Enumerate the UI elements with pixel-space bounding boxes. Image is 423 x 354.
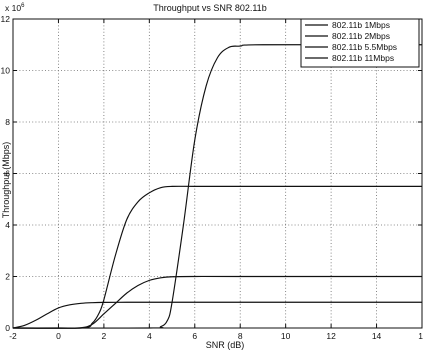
y-tick-label: 6 [5, 169, 10, 179]
x-tick-label: 1 [418, 331, 423, 341]
series-line-802-11b-11mbps [12, 44, 423, 329]
x-tick-label: 12 [326, 331, 336, 341]
x-tick-label: 0 [56, 331, 61, 341]
x-tick-label: -2 [9, 331, 17, 341]
y-tick-label: 0 [5, 323, 10, 333]
legend-entry: 802.11b 11Mbps [332, 53, 394, 63]
y-tick-label: 2 [5, 272, 10, 282]
y-tick-label: 4 [5, 220, 10, 230]
y-axis-label: Throughput (Mbps) [1, 142, 11, 219]
x-tick-label: 6 [192, 331, 197, 341]
legend-entry: 802.11b 5.5Mbps [332, 42, 397, 52]
y-exponent-label: x 106 [5, 3, 25, 13]
series-line-802-11b-1mbps [12, 301, 422, 329]
grid-lines [13, 19, 422, 328]
legend-entry: 802.11b 2Mbps [332, 31, 390, 41]
y-exponent-power: 6 [21, 3, 25, 9]
legend-entry: 802.11b 1Mbps [332, 20, 390, 30]
y-tick-label: 8 [5, 117, 10, 127]
x-axis-label: SNR (dB) [206, 340, 245, 350]
x-tick-label: 2 [102, 331, 107, 341]
series-lines [12, 44, 423, 329]
x-tick-label: 4 [147, 331, 152, 341]
x-tick-label: 14 [372, 331, 382, 341]
x-tick-label: 10 [281, 331, 291, 341]
legend-box [300, 18, 420, 68]
chart-title: Throughput vs SNR 802.11b [153, 3, 266, 13]
x-tick-label: 8 [238, 331, 243, 341]
series-line-802-11b-5-5mbps [12, 185, 422, 329]
y-tick-label: 12 [1, 14, 11, 24]
y-tick-label: 10 [1, 66, 11, 76]
